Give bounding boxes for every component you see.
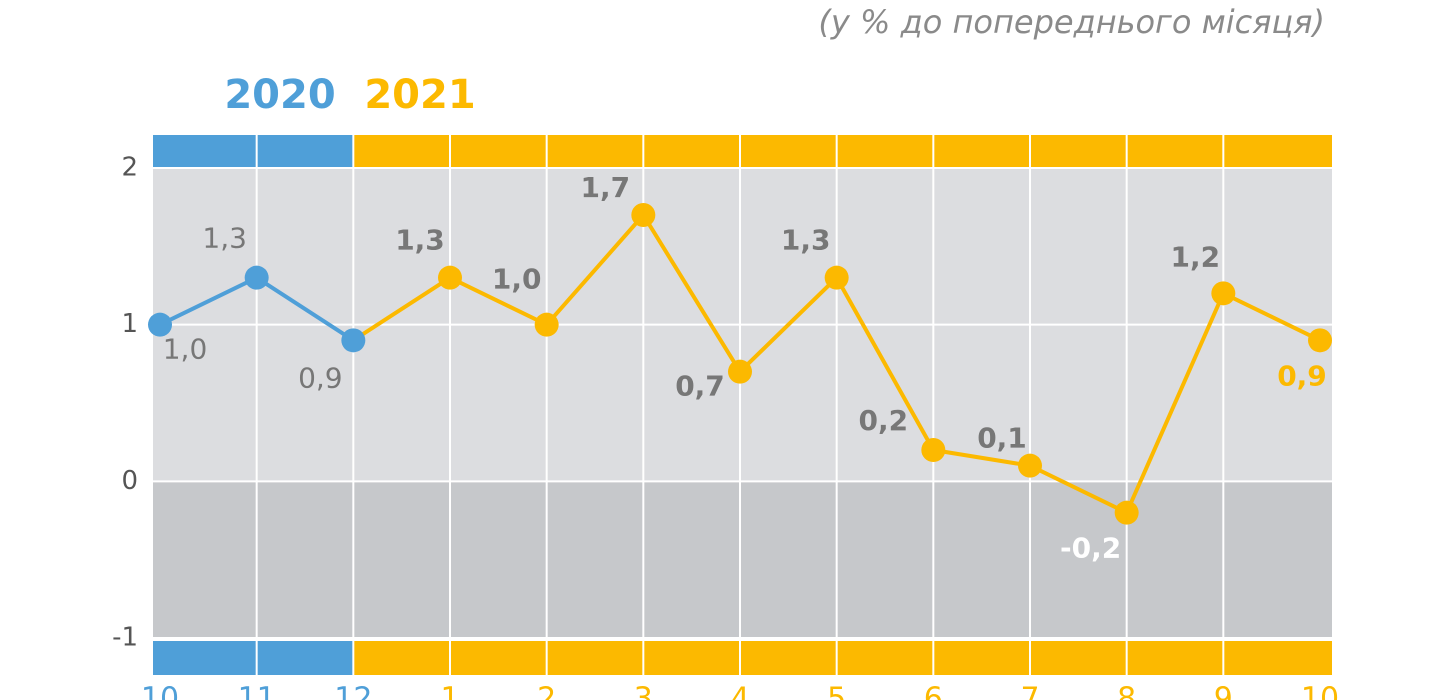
data-label: 1,3 [781,224,831,257]
series-connector [352,275,452,343]
data-label: 1,3 [395,224,445,257]
data-label: 1,7 [581,171,631,204]
data-label: 1,0 [492,263,542,296]
legend-label: 2021 [364,72,475,118]
band-top [153,135,257,168]
data-label: 0,2 [859,404,909,437]
band-bottom [836,641,934,675]
point [148,312,172,337]
data-label: 0,9 [298,361,343,394]
band-top [836,135,934,168]
x-tick-label: 9 [1214,682,1233,700]
x-tick-label: 4 [730,682,749,700]
x-tick-label: 11 [238,682,276,700]
point [341,328,366,353]
x-tick-label: 10 [141,682,179,700]
band-bottom [933,641,1030,675]
x-tick-label: 8 [1117,682,1136,700]
band-top [353,135,450,168]
band-top [256,135,354,168]
band-bottom [153,641,257,675]
point [1211,281,1236,306]
band-bottom [1030,641,1127,675]
y-tick-label: 1 [121,309,138,339]
x-tick-label: 12 [334,682,372,700]
y-tick-label: 2 [121,153,138,183]
point [1308,328,1332,353]
point [631,203,656,227]
chart-subtitle: (у % до попереднього місяця) [818,3,1325,41]
band-top [1126,135,1224,168]
band-bottom [450,641,547,675]
band-bottom [643,641,740,675]
band-bottom [1126,641,1224,675]
y-tick-label: -1 [112,623,138,653]
point [824,265,849,290]
band-bottom [256,641,354,675]
data-label: 0,7 [675,370,725,403]
x-tick-label: 6 [924,682,943,700]
x-tick-label: 5 [827,682,846,700]
x-tick-label: 3 [634,682,653,700]
band-top [1030,135,1127,168]
x-tick-label: 2 [537,682,556,700]
data-label: 1,3 [202,222,247,255]
band-top [643,135,740,168]
series-line [449,211,1321,516]
point [1114,500,1139,525]
band-top [546,135,644,168]
point [244,265,269,290]
data-label: -0,2 [1060,532,1121,565]
x-tick-label: 1 [440,682,459,700]
point [534,312,559,337]
band-top [933,135,1030,168]
point [728,359,752,384]
point [438,265,462,290]
band-top [740,135,837,168]
data-label: 0,1 [977,422,1027,455]
y-tick-label: 0 [121,466,138,496]
band-bottom [1223,641,1332,675]
band-bottom [546,641,644,675]
data-label: 1,0 [163,333,208,366]
x-tick-label: 10 [1301,682,1339,700]
data-label: 0,9 [1277,359,1327,392]
plot-negative [153,481,1332,638]
data-label: 1,2 [1171,240,1221,273]
band-top [1223,135,1332,168]
legend-label: 2020 [224,72,335,118]
point [1018,453,1042,478]
band-bottom [353,641,450,675]
band-bottom [740,641,837,675]
band-top [450,135,547,168]
x-tick-label: 7 [1020,682,1039,700]
point [921,438,946,462]
